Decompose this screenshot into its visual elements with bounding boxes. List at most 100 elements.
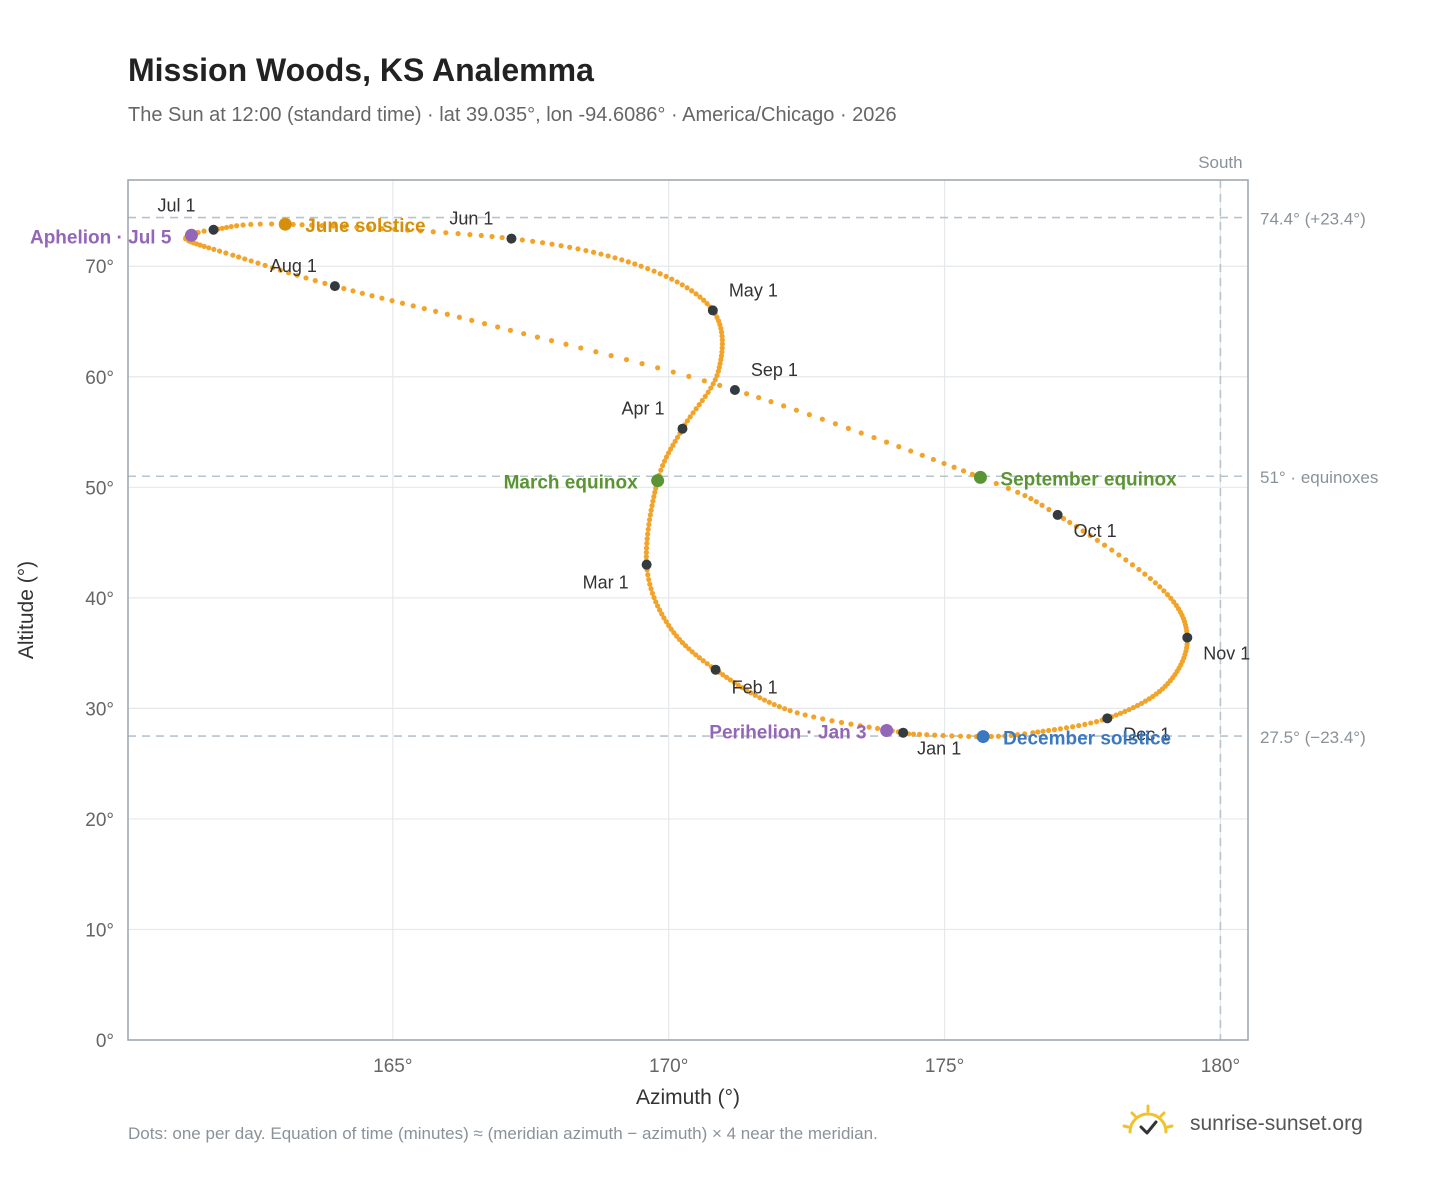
daily-sun-dot <box>549 241 555 247</box>
daily-sun-dot <box>988 733 994 740</box>
month-markers: Jan 1 Feb 1 Mar 1 Apr 1 May 1 Jun 1 Jul 1 Aug 1… <box>157 196 1250 759</box>
event-marker <box>976 730 990 744</box>
daily-sun-dot <box>1126 706 1132 713</box>
daily-sun-dot <box>697 294 703 300</box>
daily-sun-dot <box>719 341 725 347</box>
daily-sun-dot <box>700 658 706 664</box>
daily-sun-dot <box>366 225 372 231</box>
brand[interactable]: sunrise-sunset.org <box>1120 1102 1420 1146</box>
daily-sun-dot <box>248 258 254 264</box>
daily-sun-dot <box>539 240 546 246</box>
daily-sun-dot <box>739 685 745 691</box>
daily-sun-dot <box>299 222 305 228</box>
daily-sun-dot <box>1087 532 1093 539</box>
brand-name[interactable]: sunrise-sunset.org <box>1190 1112 1363 1135</box>
daily-sun-dot <box>731 679 737 686</box>
daily-sun-dot <box>294 272 300 278</box>
event-marker <box>278 217 292 231</box>
daily-sun-dot <box>1116 552 1122 558</box>
daily-sun-dot <box>932 732 938 738</box>
daily-sun-dot <box>1060 515 1067 522</box>
daily-sun-dot <box>430 229 436 235</box>
daily-sun-dot <box>647 581 653 587</box>
daily-sun-dot <box>811 714 817 720</box>
daily-sun-dot <box>1030 730 1036 736</box>
daily-sun-dot <box>478 232 484 239</box>
daily-sun-dot <box>342 224 348 230</box>
month-label: May 1 <box>729 280 778 300</box>
daily-sun-dot <box>262 262 268 269</box>
daily-sun-dot <box>444 311 450 317</box>
daily-sun-dot <box>690 410 696 416</box>
daily-sun-dot <box>806 412 812 418</box>
daily-sun-dot <box>330 223 336 229</box>
daily-sun-dot <box>896 444 902 450</box>
daily-sun-dot <box>686 373 692 379</box>
daily-sun-dot <box>655 365 661 371</box>
x-axis-label: Azimuth (°) <box>636 1086 740 1109</box>
daily-sun-dot <box>951 464 957 470</box>
month-marker <box>710 664 721 675</box>
daily-sun-dot <box>234 223 240 229</box>
daily-sun-dot <box>369 293 375 299</box>
daily-sun-dot <box>1080 528 1086 534</box>
daily-sun-dot <box>957 733 964 739</box>
daily-sun-dot <box>646 576 652 583</box>
daily-sun-dot <box>643 545 650 551</box>
daily-sun-dot <box>845 425 851 431</box>
daily-sun-dot <box>699 397 705 404</box>
daily-sun-dot <box>206 245 212 251</box>
daily-sun-dot <box>1039 502 1045 508</box>
daily-sun-dot <box>578 345 584 351</box>
daily-sun-dot <box>761 697 768 703</box>
daily-sun-dot <box>197 242 203 248</box>
daily-sun-dot <box>776 704 782 710</box>
daily-sun-dot <box>665 450 672 456</box>
month-marker <box>208 224 219 235</box>
x-tick-label: 175° <box>925 1056 964 1077</box>
daily-sun-dot <box>211 246 217 252</box>
daily-sun-dot <box>608 353 614 359</box>
daily-sun-dot <box>219 225 225 231</box>
tick-labels: 165° 170° 175° 180° 0° 10° 20° 30° 40° 50° 60° 70° <box>85 257 1240 1077</box>
daily-sun-dot <box>659 611 665 617</box>
event-marker <box>651 474 665 488</box>
daily-sun-dot <box>693 291 699 297</box>
daily-sun-dot <box>661 458 668 464</box>
daily-sun-dot <box>718 357 724 363</box>
daily-sun-dot <box>379 225 385 232</box>
daily-sun-dot <box>1146 696 1152 702</box>
daily-sun-dot <box>612 255 618 261</box>
daily-sun-dot <box>201 228 207 234</box>
daily-sun-dot <box>660 462 666 469</box>
daily-sun-dot <box>672 438 678 444</box>
daily-sun-dot <box>354 224 360 230</box>
daily-sun-dot <box>443 230 449 236</box>
daily-sun-dot <box>650 498 656 504</box>
daily-sun-dot <box>1046 727 1052 734</box>
y-tick-label: 30° <box>85 699 114 720</box>
daily-sun-dot <box>768 399 774 405</box>
daily-sun-dot <box>309 222 315 228</box>
month-label: Aug 1 <box>270 256 317 276</box>
daily-sun-dot <box>312 278 318 284</box>
month-marker <box>1182 632 1193 643</box>
daily-sun-dot <box>236 254 242 260</box>
daily-sun-dot <box>661 615 667 621</box>
daily-sun-dot <box>655 603 661 609</box>
daily-sun-dot <box>1113 712 1119 718</box>
daily-sun-dot <box>663 454 670 460</box>
daily-sun-dot <box>530 238 536 244</box>
daily-sun-dot <box>696 655 703 661</box>
daily-sun-dot <box>639 361 645 367</box>
month-label: Sep 1 <box>751 360 798 380</box>
daily-sun-dot <box>787 707 793 714</box>
daily-sun-dot <box>1134 702 1141 709</box>
daily-sun-dot <box>268 221 275 227</box>
daily-sun-dot <box>1040 728 1046 734</box>
month-marker <box>707 305 718 316</box>
daily-sun-dot <box>916 731 923 737</box>
daily-sun-dot <box>748 690 754 696</box>
month-marker <box>329 281 340 292</box>
daily-sun-dot <box>712 377 718 383</box>
